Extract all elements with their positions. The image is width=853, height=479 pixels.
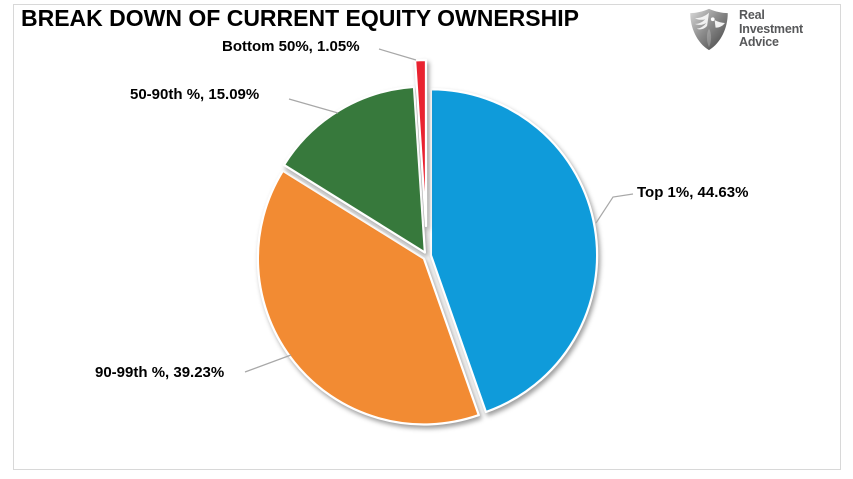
data-label-top-1: Top 1%, 44.63% xyxy=(637,184,749,201)
eagle-shield-icon xyxy=(690,8,728,51)
logo-wordmark: Real Investment Advice xyxy=(739,9,803,50)
chart-title: BREAK DOWN OF CURRENT EQUITY OWNERSHIP xyxy=(21,5,579,31)
leader-line-top-1 xyxy=(595,193,634,224)
leader-lines xyxy=(244,48,634,373)
pie-slice-50-90th xyxy=(282,85,427,254)
logo-text-line: Advice xyxy=(739,35,779,50)
pie-slice-90-99th xyxy=(256,169,480,426)
pie-slices xyxy=(256,58,599,426)
logo-text-line: Real xyxy=(739,8,765,23)
pie-slice-top-1 xyxy=(429,88,599,414)
logo-text-line: Investment xyxy=(739,21,803,36)
data-label-bottom-50: Bottom 50%, 1.05% xyxy=(222,38,360,55)
data-label-90-99th: 90-99th %, 39.23% xyxy=(95,364,225,381)
leader-line-bottom-50 xyxy=(378,48,417,61)
pie-slice-bottom-50 xyxy=(413,58,428,228)
leader-line-50-90th xyxy=(288,98,339,114)
data-label-50-90th: 50-90th %, 15.09% xyxy=(130,86,260,103)
leader-line-90-99th xyxy=(244,354,292,373)
real-investment-advice-logo: Real Investment Advice xyxy=(686,7,803,52)
